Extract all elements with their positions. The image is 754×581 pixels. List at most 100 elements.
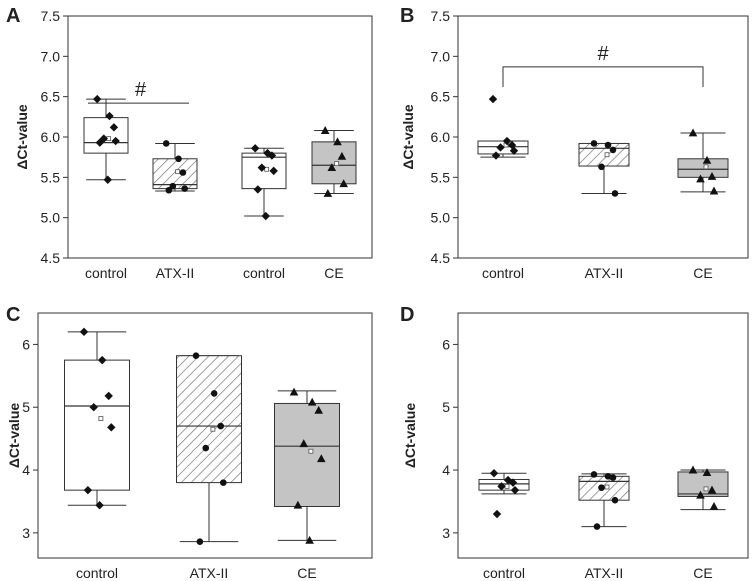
category-label: CE [297,565,316,581]
panel-b: B 4.5 5.0 5.5 6.0 6.5 7.0 7.5 ΔCt-value control AT… [400,5,749,281]
data-point [327,163,337,172]
data-point [99,134,108,143]
category-label: ATX-II [156,265,195,281]
data-point [307,397,317,406]
y-tick-label: 4 [442,462,450,478]
data-point [339,179,348,188]
data-point [314,405,323,414]
significance-annotation: # [88,79,189,104]
data-point [181,185,188,192]
mean-marker [308,448,314,454]
y-tick-label: 7.0 [431,48,451,64]
y-tick-label: 6 [442,336,450,352]
box-body [274,402,340,507]
box-atx-ii [578,140,630,197]
data-point [217,422,224,430]
data-point [337,151,347,160]
y-tick-label: 3 [22,525,30,541]
data-point [598,163,605,171]
y-tick-label: 6 [22,336,30,352]
data-point [508,478,518,487]
y-tick-label: 6.0 [431,129,451,145]
data-point [251,144,260,153]
panel-letter: A [6,5,20,27]
data-point [111,136,120,146]
data-point [317,454,326,463]
box-body [152,158,198,190]
data-point [98,355,107,365]
data-point [491,151,501,160]
data-point [263,148,272,158]
data-point [261,211,270,221]
data-point [293,500,303,509]
category-label: control [482,265,524,281]
y-axis-label: ΔCt-value [400,104,416,170]
y-tick-label: 3 [442,525,450,541]
y-axis-label: ΔCt-value [6,403,22,469]
data-point [497,482,506,491]
data-point [105,111,114,121]
y-tick-label: 7.0 [41,48,61,64]
data-point [709,186,719,195]
significance-bracket [502,66,704,87]
category-label: control [243,265,285,281]
data-point [598,484,605,491]
data-point [95,138,105,147]
category-label: CE [324,265,343,281]
box-ce [274,387,340,544]
data-point [103,175,112,184]
data-point [320,126,330,134]
data-point [210,390,218,397]
data-point [509,146,519,155]
data-point [196,538,204,545]
data-point [611,496,619,504]
category-label: CE [693,265,712,281]
data-point [269,166,278,176]
data-point [709,501,719,510]
y-tick-label: 5.0 [431,210,451,226]
data-point [688,465,698,474]
y-tick-label: 6.5 [431,89,451,105]
data-point [104,391,113,401]
mean-marker [604,484,610,490]
y-axis-label: ΔCt-value [14,104,30,170]
box-ce [677,128,729,195]
data-point [593,523,601,530]
data-point [202,444,210,452]
data-point [299,439,309,448]
data-point [590,140,598,147]
data-point [169,182,177,190]
y-tick-label: 5.0 [41,210,61,226]
panel-c: C 3 4 5 6 ΔCt-value control ATX-II CE [6,304,373,581]
box-control [64,327,130,510]
data-point [696,490,705,499]
y-tick-label: 5 [22,399,30,415]
box-body [241,152,287,190]
box-body [176,355,242,484]
data-point [253,185,263,194]
box-control [477,94,529,160]
data-point [496,143,505,152]
data-point [502,136,512,146]
mean-marker [98,416,104,421]
y-axis-label: ΔCt-value [402,403,418,469]
panel-a: A 4.5 5.0 5.5 6.0 6.5 7.0 7.5 ΔCt-value control AT… [6,5,373,281]
data-point [492,509,502,519]
data-point [179,169,187,176]
y-tick-label: 5.5 [41,169,61,185]
category-label: ATX-II [585,265,624,281]
data-point [109,123,119,132]
data-point [107,423,116,432]
box-body [677,158,729,178]
data-point [696,174,705,183]
data-point [93,94,102,104]
mean-marker [175,169,181,175]
box-atx-ii [578,471,630,530]
data-point [604,141,612,149]
data-point [175,155,182,163]
mean-marker [210,426,216,432]
data-point [333,137,342,146]
y-tick-label: 5 [442,399,450,415]
data-point [707,485,717,494]
